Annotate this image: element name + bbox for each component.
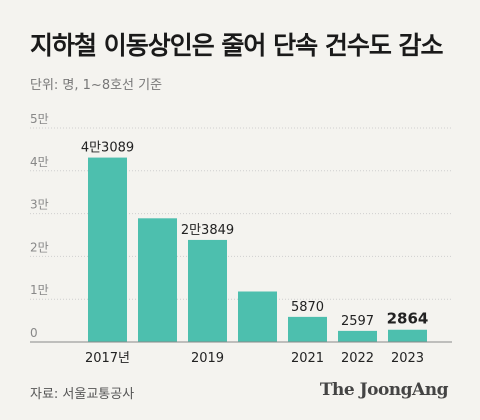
x-tick-label-2019: 2019 xyxy=(191,351,224,366)
y-tick-label-0: 0 xyxy=(30,326,38,340)
y-tick-label-1: 1만 xyxy=(30,283,49,297)
bar-2020 xyxy=(238,291,277,342)
y-tick-label-5: 5만 xyxy=(30,112,49,126)
value-label-2021: 5870 xyxy=(291,300,324,315)
x-tick-label-2017: 2017년 xyxy=(85,351,130,366)
publisher-logo: The JoongAng xyxy=(319,380,449,400)
x-tick-label-2023: 2023 xyxy=(391,351,424,366)
bar-2017 xyxy=(88,157,127,342)
value-label-2022: 2597 xyxy=(341,314,374,329)
unit-note: 단위: 명, 1~8호선 기준 xyxy=(30,78,163,93)
value-label-2017: 4만3089 xyxy=(81,141,134,156)
chart-title: 지하철 이동상인은 줄어 단속 건수도 감소 xyxy=(30,31,444,60)
value-label-2019: 2만3849 xyxy=(181,223,234,238)
y-tick-label-2: 2만 xyxy=(30,240,49,254)
bar-2023 xyxy=(388,329,427,342)
source-note: 자료: 서울교통공사 xyxy=(30,387,135,402)
bar-2022 xyxy=(338,330,377,342)
bar-2021 xyxy=(288,316,327,342)
bar-2018 xyxy=(138,218,177,342)
y-tick-label-4: 4만 xyxy=(30,155,49,169)
bar-2019 xyxy=(188,239,227,342)
x-tick-label-2022: 2022 xyxy=(341,351,374,366)
y-tick-label-3: 3만 xyxy=(30,198,49,212)
x-tick-label-2021: 2021 xyxy=(291,351,324,366)
value-label-2023: 2864 xyxy=(387,310,429,328)
